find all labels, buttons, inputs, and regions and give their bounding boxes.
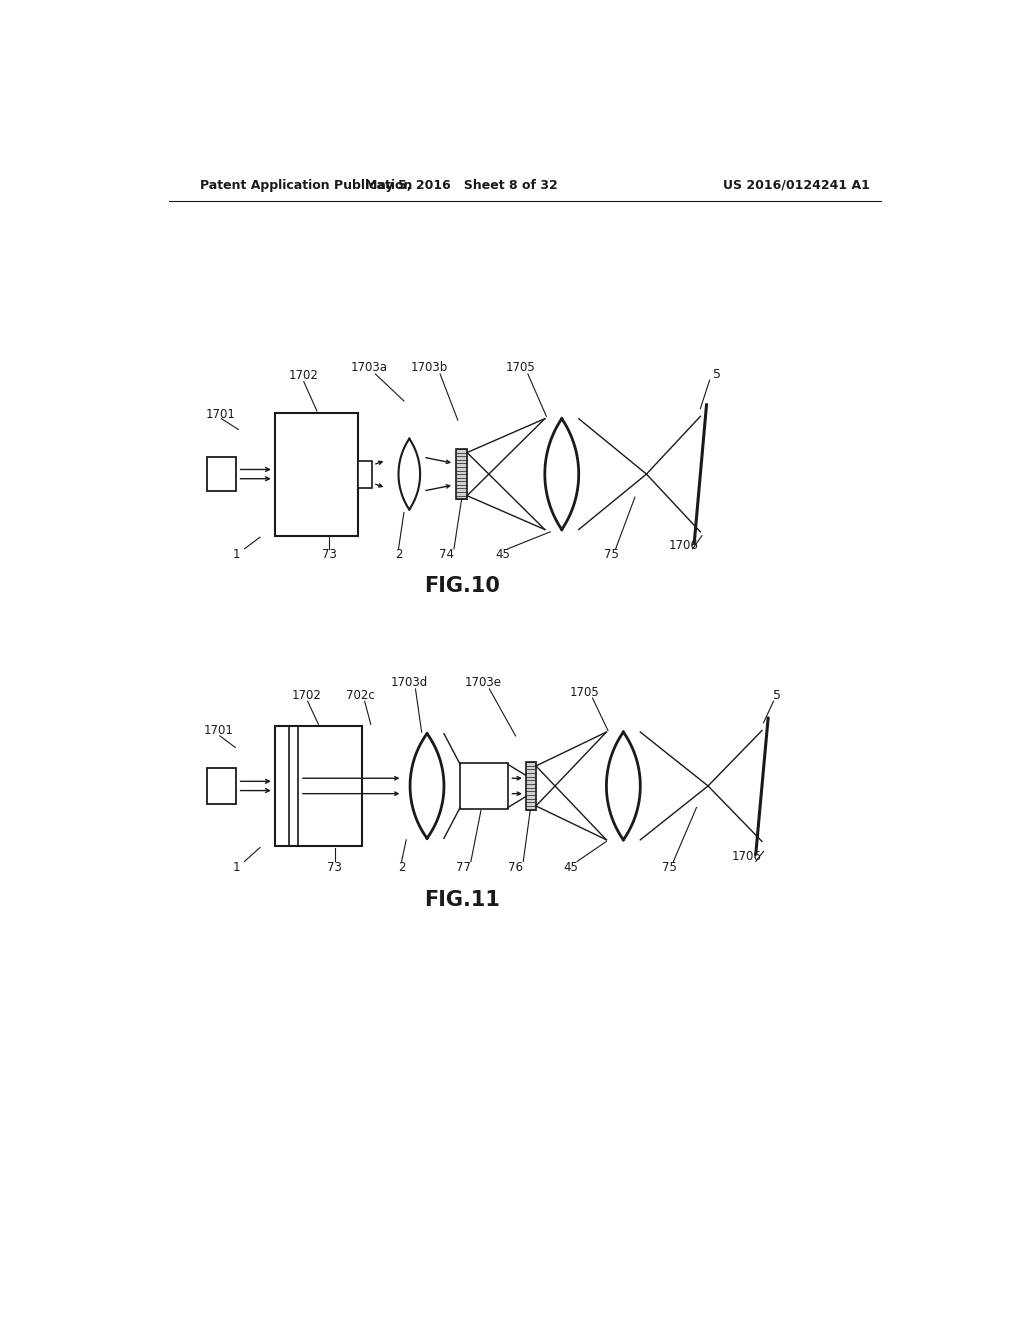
Text: 76: 76 (508, 861, 523, 874)
Text: 1703d: 1703d (391, 676, 428, 689)
Text: Patent Application Publication: Patent Application Publication (200, 178, 413, 191)
Text: 1703e: 1703e (465, 676, 502, 689)
Text: 2: 2 (398, 861, 406, 874)
Bar (275, 412, 357, 536)
Text: 75: 75 (604, 548, 620, 561)
Text: 1706: 1706 (669, 539, 698, 552)
Bar (275, 726, 361, 846)
Text: 75: 75 (663, 861, 677, 874)
Bar (207, 457, 237, 491)
Bar (460, 763, 508, 809)
Text: 2: 2 (395, 548, 402, 561)
Text: 1702: 1702 (291, 689, 322, 702)
Text: 77: 77 (456, 861, 471, 874)
Text: 73: 73 (322, 548, 337, 561)
Bar (526, 762, 536, 810)
Text: 1705: 1705 (570, 685, 600, 698)
Text: 1703b: 1703b (411, 362, 447, 375)
Bar (207, 768, 237, 804)
Text: 702c: 702c (346, 689, 375, 702)
Text: 1701: 1701 (204, 723, 233, 737)
Text: 74: 74 (438, 548, 454, 561)
Text: 5: 5 (714, 367, 721, 380)
Text: 1: 1 (233, 861, 241, 874)
Text: 45: 45 (563, 861, 579, 874)
Text: 5: 5 (773, 689, 781, 702)
Text: 1705: 1705 (505, 362, 536, 375)
Text: 1: 1 (233, 548, 241, 561)
Text: FIG.11: FIG.11 (424, 890, 500, 909)
Text: 1702: 1702 (289, 370, 318, 381)
Text: May 5, 2016   Sheet 8 of 32: May 5, 2016 Sheet 8 of 32 (366, 178, 558, 191)
Text: FIG.10: FIG.10 (424, 576, 500, 595)
Text: 45: 45 (495, 548, 510, 561)
Bar (457, 449, 467, 499)
Text: 1703a: 1703a (351, 362, 388, 375)
Text: 73: 73 (328, 861, 342, 874)
Bar (357, 461, 372, 487)
Text: US 2016/0124241 A1: US 2016/0124241 A1 (724, 178, 870, 191)
Text: 1701: 1701 (206, 408, 236, 421)
Text: 1706: 1706 (731, 850, 762, 863)
